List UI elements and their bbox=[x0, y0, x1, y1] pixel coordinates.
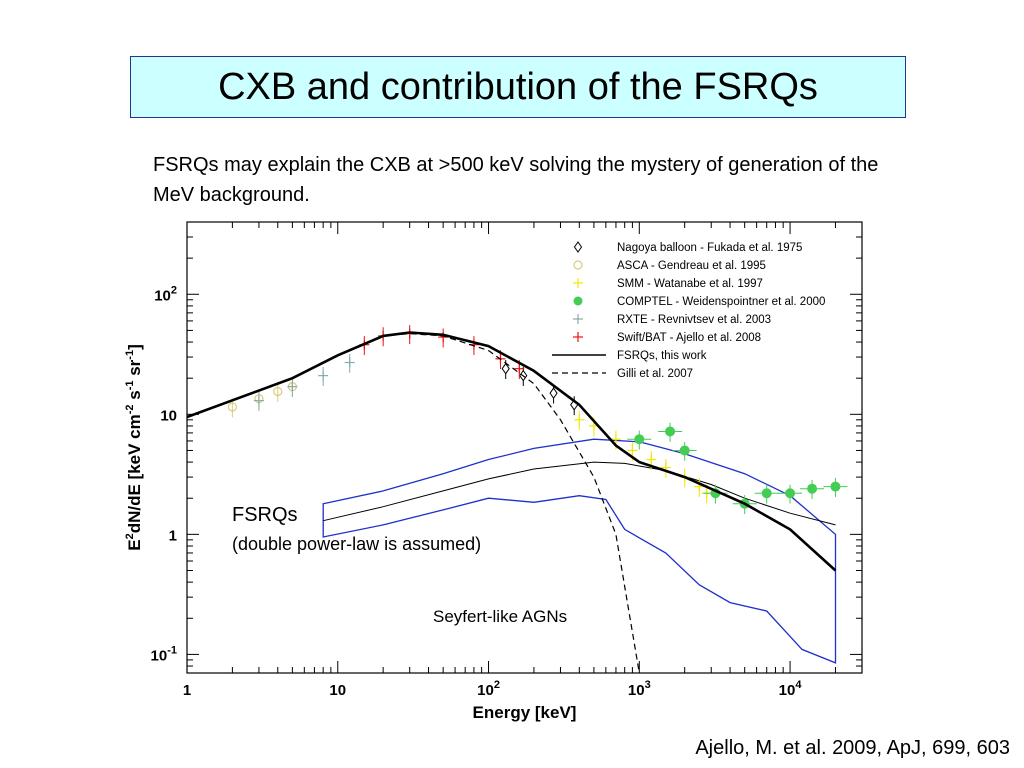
x-tick-label: 1 bbox=[183, 682, 191, 699]
legend-marker bbox=[573, 260, 583, 270]
legend-label: Gilli et al. 2007 bbox=[617, 368, 693, 380]
data-point bbox=[785, 488, 796, 499]
series-line-fsrqs bbox=[187, 331, 837, 572]
y-tick-label: 102 bbox=[154, 284, 177, 304]
seyfert-annotation: Seyfert-like AGNs bbox=[433, 607, 567, 626]
legend-marker bbox=[573, 241, 583, 253]
data-point bbox=[634, 434, 645, 445]
data-point bbox=[761, 488, 772, 499]
fsrq-band-central bbox=[323, 461, 836, 526]
data-point bbox=[549, 387, 558, 400]
data-point bbox=[273, 386, 283, 397]
x-tick-label: 104 bbox=[779, 679, 803, 699]
citation: Ajello, M. et al. 2009, ApJ, 699, 603 bbox=[695, 737, 1010, 759]
plot-area bbox=[187, 325, 848, 673]
legend-label: Swift/BAT - Ajello et al. 2008 bbox=[617, 332, 761, 344]
legend-label: SMM - Watanabe et al. 1997 bbox=[617, 278, 763, 290]
y-axis-title: E2dN/dE [keV cm-2 s-1 sr-1] bbox=[124, 344, 144, 551]
data-point bbox=[227, 402, 237, 412]
slide-title: CXB and contribution of the FSRQs bbox=[218, 65, 818, 108]
fsrq-band-envelope bbox=[322, 438, 837, 664]
y-tick-label: 10 bbox=[160, 407, 177, 424]
data-point bbox=[679, 445, 690, 456]
data-point bbox=[807, 483, 818, 494]
legend-label: RXTE - Revnivtsev et al. 2003 bbox=[617, 314, 771, 326]
legend-marker bbox=[573, 296, 583, 306]
x-tick-label: 10 bbox=[329, 682, 346, 699]
x-tick-label: 102 bbox=[477, 679, 500, 699]
fsrq-annotation: FSRQs bbox=[232, 504, 298, 526]
x-tick-label: 103 bbox=[628, 679, 651, 699]
legend-label: FSRQs, this work bbox=[617, 350, 707, 362]
data-point bbox=[830, 481, 841, 492]
title-box: CXB and contribution of the FSRQs bbox=[130, 56, 906, 118]
y-tick-label: 1 bbox=[169, 527, 177, 544]
y-tick-label: 10-1 bbox=[151, 644, 177, 664]
legend-label: COMPTEL - Weidenspointner et al. 2000 bbox=[617, 296, 825, 308]
fsrq-annotation-note: (double power-law is assumed) bbox=[232, 534, 481, 554]
data-point bbox=[501, 362, 510, 375]
series-line-gilli bbox=[187, 332, 640, 673]
legend-label: ASCA - Gendreau et al. 1995 bbox=[617, 260, 766, 272]
slide-subtitle: FSRQs may explain the CXB at >500 keV so… bbox=[153, 154, 879, 206]
legend-label: Nagoya balloon - Fukada et al. 1975 bbox=[617, 242, 802, 254]
data-point bbox=[665, 426, 676, 437]
x-axis-title: Energy [keV] bbox=[473, 703, 577, 722]
plot-frame bbox=[186, 221, 863, 674]
